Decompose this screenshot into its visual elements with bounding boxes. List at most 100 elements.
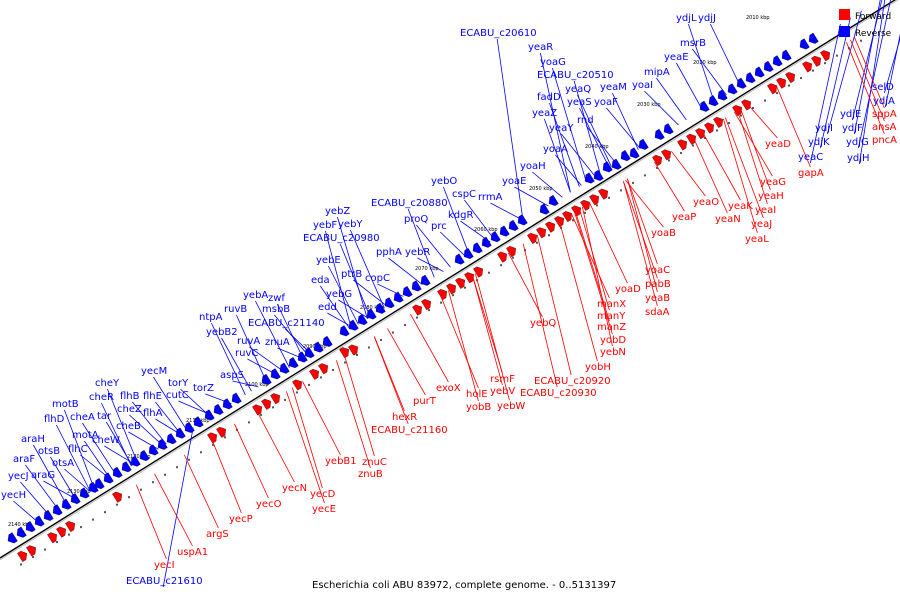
gene-label-yeaC[interactable]: yeaC [798, 152, 823, 163]
gene-label-ECABU_c20880[interactable]: ECABU_c20880 [371, 198, 448, 209]
gene-label-cheY[interactable]: cheY [95, 378, 120, 389]
gene-label-copC[interactable]: copC [365, 273, 390, 284]
gene-label-pncA[interactable]: pncA [872, 135, 897, 146]
gene-label-ydjL[interactable]: ydjL [676, 13, 697, 24]
gene-label-exoX[interactable]: exoX [436, 383, 461, 394]
gene-label-ECABU_c20920[interactable]: ECABU_c20920 [534, 376, 611, 387]
gene-label-cheZ[interactable]: cheZ [117, 404, 142, 415]
gene-label-msbB[interactable]: msbB [262, 304, 290, 315]
gene-label-yebB1[interactable]: yebB1 [325, 456, 357, 467]
gene-label-yeaG[interactable]: yeaG [760, 177, 786, 188]
gene-label-otsA[interactable]: otsA [52, 458, 74, 469]
gene-label-cheW[interactable]: cheW [92, 435, 120, 446]
gene-label-yeaY[interactable]: yeaY [549, 123, 574, 134]
gene-label-znuC[interactable]: znuC [362, 457, 387, 468]
gene-label-ECABU_c20930[interactable]: ECABU_c20930 [520, 388, 597, 399]
gene-label-yecJ[interactable]: yecJ [8, 471, 29, 482]
gene-label-rsmF[interactable]: rsmF [490, 374, 515, 385]
gene-label-yecI[interactable]: yecI [154, 560, 175, 571]
gene-label-ntpA[interactable]: ntpA [199, 312, 223, 323]
gene-label-yoaD[interactable]: yoaD [615, 284, 641, 295]
gene-label-yecO[interactable]: yecO [256, 499, 282, 510]
gene-label-flhE[interactable]: flhE [143, 391, 162, 402]
gene-label-yeaQ[interactable]: yeaQ [565, 84, 591, 95]
gene-label-yeaB[interactable]: yeaB [645, 293, 670, 304]
gene-label-ruvC[interactable]: ruvC [235, 348, 258, 359]
gene-label-yecE[interactable]: yecE [312, 504, 336, 515]
gene-label-yeaS[interactable]: yeaS [567, 97, 592, 108]
gene-label-rnd[interactable]: rnd [577, 115, 594, 126]
gene-label-yoaA[interactable]: yoaA [543, 144, 568, 155]
gene-label-yecD[interactable]: yecD [310, 489, 336, 500]
gene-label-selD[interactable]: selD [872, 82, 894, 93]
gene-label-ECABU_c21610[interactable]: ECABU_c21610 [126, 576, 203, 587]
gene-label-manX[interactable]: manX [597, 299, 626, 310]
gene-label-proQ[interactable]: proQ [404, 214, 428, 225]
gene-label-torY[interactable]: torY [168, 378, 189, 389]
gene-label-otsB[interactable]: otsB [38, 446, 60, 457]
gene-label-ydjK[interactable]: ydjK [808, 137, 830, 148]
gene-label-yeaL[interactable]: yeaL [745, 234, 769, 245]
gene-label-flhC[interactable]: flhC [68, 444, 88, 455]
gene-label-cutC[interactable]: cutC [166, 390, 189, 401]
gene-label-cspC[interactable]: cspC [452, 189, 476, 200]
gene-label-yoaC[interactable]: yoaC [645, 265, 670, 276]
gene-label-uspA1[interactable]: uspA1 [177, 547, 208, 558]
gene-label-ydjI[interactable]: ydjI [815, 123, 833, 134]
gene-label-znuB[interactable]: znuB [358, 469, 383, 480]
gene-label-ruvA[interactable]: ruvA [237, 336, 260, 347]
gene-label-hexR[interactable]: hexR [392, 412, 417, 423]
gene-label-mipA[interactable]: mipA [644, 67, 670, 78]
gene-label-edd[interactable]: edd [318, 302, 337, 313]
gene-label-yebE[interactable]: yebE [316, 255, 341, 266]
gene-label-yoaF[interactable]: yoaF [594, 97, 618, 108]
gene-label-yeaM[interactable]: yeaM [600, 82, 627, 93]
gene-label-gapA[interactable]: gapA [798, 168, 824, 179]
gene-label-tar[interactable]: tar [97, 411, 112, 422]
gene-label-ECABU_c20980[interactable]: ECABU_c20980 [303, 233, 380, 244]
gene-label-znuA[interactable]: znuA [265, 337, 290, 348]
gene-label-yebG[interactable]: yebG [326, 289, 352, 300]
gene-label-ydjA[interactable]: ydjA [873, 96, 895, 107]
gene-label-purT[interactable]: purT [413, 396, 437, 407]
gene-label-yeaI[interactable]: yeaI [755, 205, 776, 216]
gene-label-yeaO[interactable]: yeaO [693, 197, 719, 208]
gene-label-araG[interactable]: araG [31, 470, 55, 481]
gene-label-yeaD[interactable]: yeaD [765, 139, 791, 150]
gene-label-yebB2[interactable]: yebB2 [206, 327, 238, 338]
gene-label-yebZ[interactable]: yebZ [325, 206, 350, 217]
gene-label-yeaP[interactable]: yeaP [672, 212, 696, 223]
gene-label-ECABU_c20610[interactable]: ECABU_c20610 [460, 28, 537, 39]
gene-label-flhA[interactable]: flhA [143, 408, 163, 419]
gene-label-araF[interactable]: araF [13, 454, 35, 465]
gene-label-yecM[interactable]: yecM [141, 366, 167, 377]
gene-label-msrB[interactable]: msrB [680, 38, 706, 49]
gene-label-yeaJ[interactable]: yeaJ [751, 219, 772, 230]
gene-label-yeaK[interactable]: yeaK [728, 201, 753, 212]
gene-label-yobH[interactable]: yobH [585, 362, 611, 373]
gene-label-argS[interactable]: argS [206, 529, 229, 540]
gene-label-ydjE[interactable]: ydjE [840, 109, 861, 120]
gene-label-yebY[interactable]: yebY [338, 219, 363, 230]
gene-label-yeaH[interactable]: yeaH [758, 191, 784, 202]
gene-label-yeaZ[interactable]: yeaZ [532, 108, 557, 119]
gene-label-ECABU_c21160[interactable]: ECABU_c21160 [371, 425, 448, 436]
gene-label-flhB[interactable]: flhB [120, 391, 140, 402]
gene-label-manY[interactable]: manY [597, 311, 626, 322]
gene-label-flhD[interactable]: flhD [44, 414, 65, 425]
gene-label-yoaE[interactable]: yoaE [502, 176, 526, 187]
gene-label-torZ[interactable]: torZ [193, 383, 214, 394]
gene-label-yobB[interactable]: yobB [466, 402, 491, 413]
gene-label-pphA[interactable]: pphA [376, 247, 402, 258]
gene-label-pabB[interactable]: pabB [645, 279, 671, 290]
gene-label-yeaR[interactable]: yeaR [528, 42, 553, 53]
gene-label-yobD[interactable]: yobD [600, 335, 626, 346]
gene-label-ydjF[interactable]: ydjF [842, 123, 863, 134]
gene-label-cheB[interactable]: cheB [116, 421, 141, 432]
gene-label-motB[interactable]: motB [52, 399, 79, 410]
gene-label-yoaG[interactable]: yoaG [540, 57, 566, 68]
gene-label-yebA[interactable]: yebA [243, 290, 268, 301]
gene-label-yoaH[interactable]: yoaH [520, 161, 546, 172]
gene-label-ydjH[interactable]: ydjH [847, 153, 870, 164]
gene-label-yebQ[interactable]: yebQ [530, 318, 556, 329]
